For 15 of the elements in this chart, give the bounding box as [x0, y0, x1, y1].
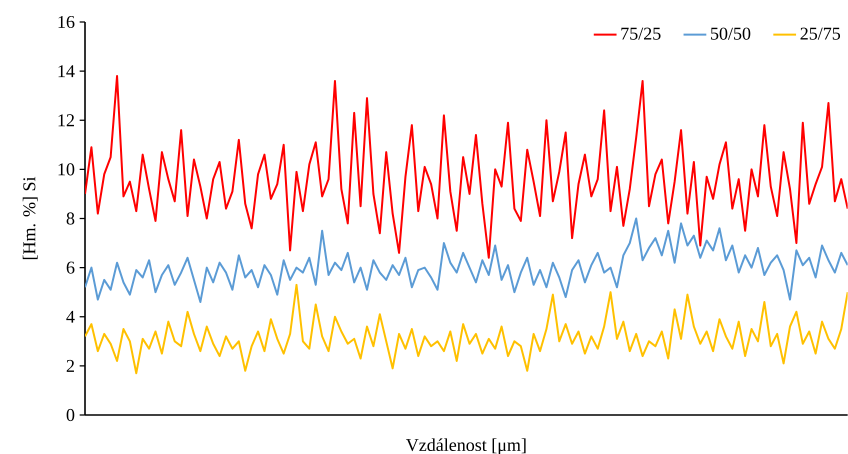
legend-label: 75/25 — [621, 28, 661, 40]
y-tick-label: 6 — [66, 262, 74, 274]
y-axis-title: [Hm. %] Si — [22, 176, 38, 260]
legend-label: 25/75 — [800, 28, 840, 40]
y-tick-label: 8 — [66, 212, 74, 225]
y-tick-label: 14 — [58, 65, 75, 78]
y-tick-label: 2 — [66, 360, 74, 372]
y-tick-label: 4 — [66, 310, 75, 323]
y-tick-label: 0 — [66, 408, 74, 422]
y-tick-label: 12 — [58, 114, 74, 126]
y-tick-label: 16 — [58, 16, 74, 28]
legend-label: 50/50 — [711, 28, 750, 40]
y-tick-label: 10 — [58, 163, 74, 176]
line-series — [85, 284, 848, 374]
line-series — [85, 75, 848, 259]
